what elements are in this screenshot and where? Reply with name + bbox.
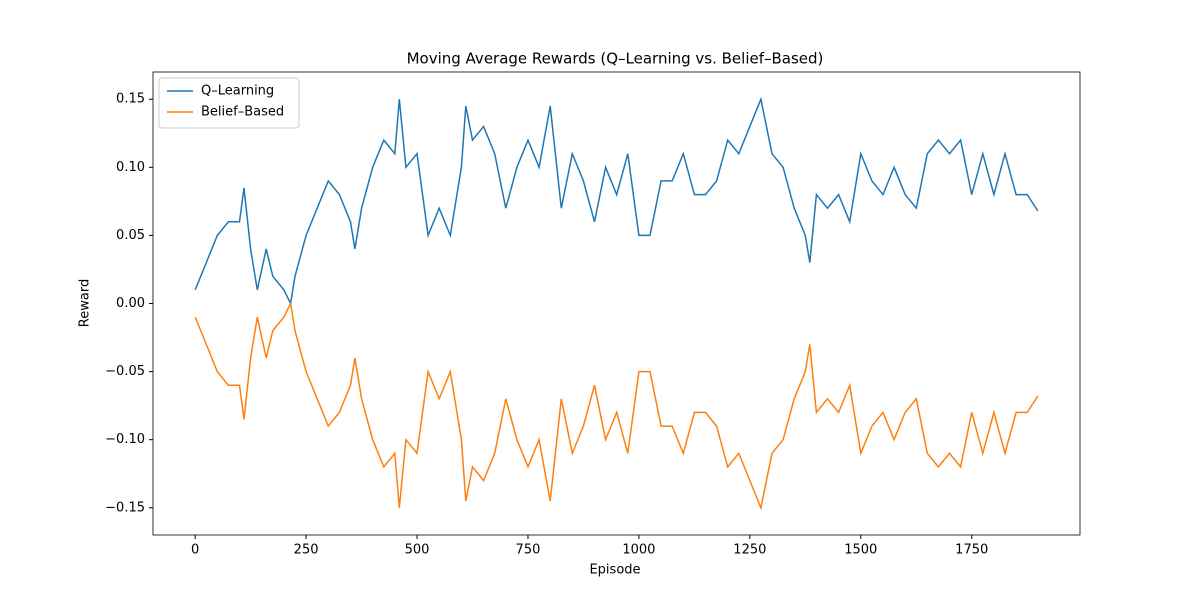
y-tick-label: −0.15: [105, 500, 145, 515]
x-tick-label: 250: [294, 543, 319, 558]
y-tick-label: −0.05: [105, 364, 145, 379]
y-tick-label: 0.15: [116, 92, 145, 107]
y-tick-label: 0.10: [116, 160, 145, 175]
line-series: [194, 96, 1039, 306]
legend-box: [158, 77, 300, 129]
plot-frame: [152, 71, 1081, 536]
x-tick-label: 0: [191, 543, 199, 558]
legend-label: Q–Learning: [201, 84, 274, 99]
x-tick-label: 750: [516, 543, 541, 558]
x-tick-label: 1500: [844, 543, 877, 558]
chart-title: Moving Average Rewards (Q–Learning vs. B…: [407, 50, 824, 68]
legend-label: Belief–Based: [201, 105, 284, 120]
x-tick-label: 1000: [622, 543, 655, 558]
x-tick-label: 500: [405, 543, 430, 558]
y-axis-label: Reward: [78, 279, 93, 327]
line-series: [194, 301, 1039, 511]
y-tick-label: 0.00: [116, 296, 145, 311]
x-tick-label: 1250: [733, 543, 766, 558]
y-tick-label: 0.05: [116, 228, 145, 243]
x-axis-label: Episode: [589, 563, 640, 578]
x-tick-label: 1750: [955, 543, 988, 558]
y-tick-label: −0.10: [105, 432, 145, 447]
